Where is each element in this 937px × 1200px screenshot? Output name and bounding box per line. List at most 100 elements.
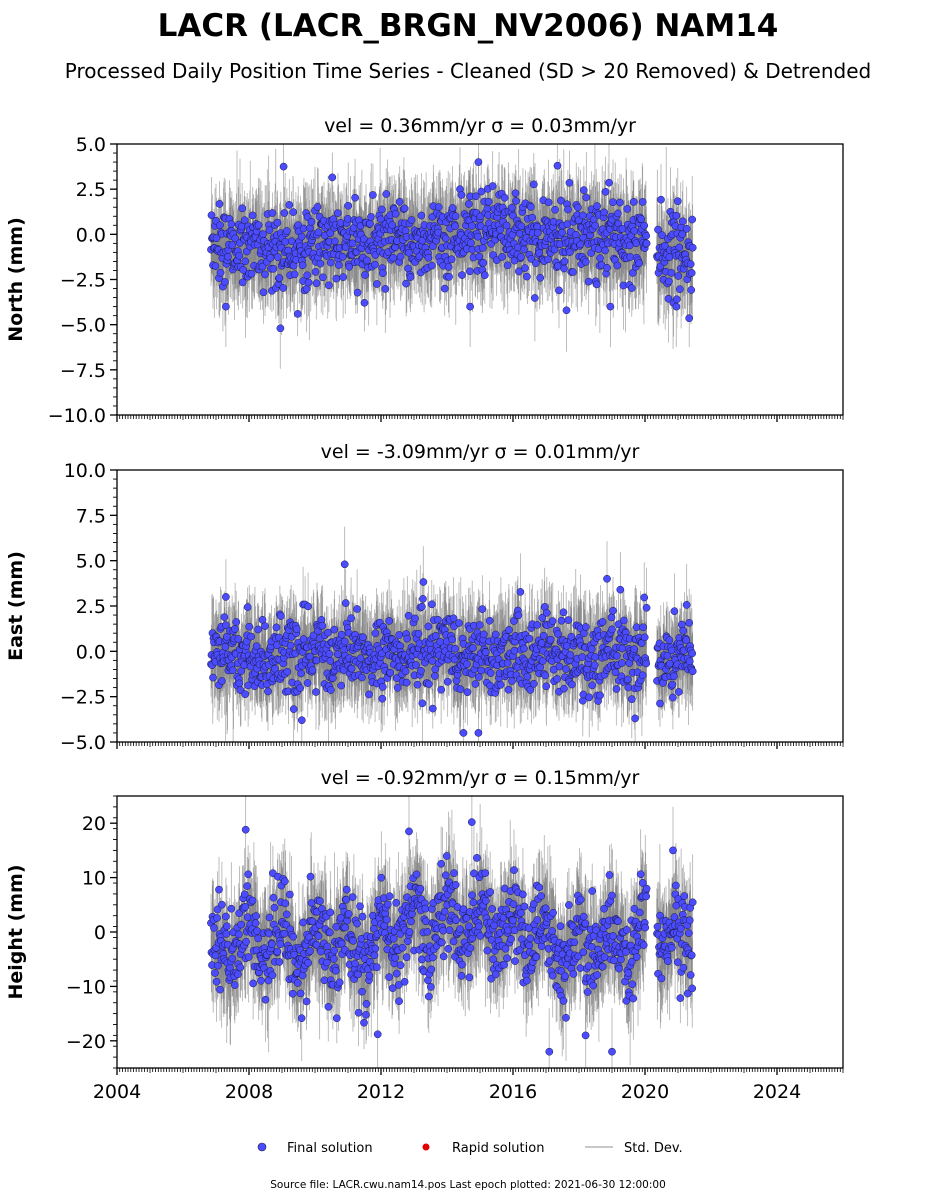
data-point [377, 873, 386, 882]
data-point [213, 905, 222, 914]
data-point [642, 892, 651, 901]
data-point [608, 625, 616, 634]
data-point [433, 615, 442, 624]
data-point [405, 928, 414, 936]
data-point [491, 630, 500, 639]
data-point [508, 203, 516, 212]
data-point [235, 251, 244, 260]
data-point [389, 253, 398, 262]
data-point [223, 922, 231, 931]
panel-1-points [207, 158, 697, 333]
data-point [328, 173, 337, 182]
data-point [275, 274, 284, 282]
data-point [264, 976, 273, 985]
data-point [445, 926, 454, 935]
data-point [500, 193, 509, 202]
data-point [498, 253, 506, 261]
data-point [258, 262, 267, 271]
data-point [383, 900, 392, 909]
data-point [600, 208, 608, 217]
data-point [639, 623, 648, 632]
data-point [344, 910, 353, 918]
data-point [243, 913, 252, 922]
data-point [526, 686, 535, 694]
data-point [546, 635, 555, 644]
data-point [416, 884, 425, 893]
data-point [292, 625, 301, 634]
data-point [451, 644, 459, 653]
data-point [556, 922, 565, 931]
data-point [478, 244, 487, 252]
x-minor-ticks [116, 415, 844, 420]
data-point [299, 635, 308, 643]
data-point [525, 941, 534, 950]
data-point [517, 222, 526, 231]
data-point [254, 934, 262, 943]
panel-1-title: vel = 0.36mm/yr σ = 0.03mm/yr [324, 115, 636, 137]
data-point [668, 943, 676, 952]
data-point [573, 203, 582, 212]
data-point [579, 186, 588, 194]
data-point [412, 661, 420, 669]
data-point [417, 666, 425, 675]
data-point [566, 651, 575, 659]
data-point [325, 928, 334, 937]
data-point [257, 976, 265, 985]
data-point [642, 659, 651, 668]
data-point [340, 560, 349, 569]
data-point [622, 926, 631, 934]
data-point [682, 601, 691, 609]
data-point [590, 661, 599, 669]
data-point [378, 694, 387, 703]
data-point [427, 965, 436, 974]
data-point [477, 666, 486, 675]
data-point [469, 644, 477, 652]
data-point [358, 987, 366, 996]
data-point [688, 898, 697, 907]
data-point [579, 948, 588, 957]
data-point [248, 211, 257, 220]
data-point [679, 626, 688, 635]
legend-final-label: Final solution [287, 1141, 373, 1156]
data-point [237, 920, 246, 929]
data-point [342, 895, 351, 904]
data-point [682, 636, 691, 645]
data-point [627, 695, 636, 704]
data-point [670, 913, 679, 921]
data-point [279, 162, 288, 171]
data-point [583, 988, 592, 996]
data-point [479, 630, 488, 639]
data-point [486, 669, 495, 677]
data-point [612, 685, 621, 693]
y-tick-label: −5.0 [60, 315, 106, 337]
footer-source: Source file: LACR.cwu.nam14.pos Last epo… [270, 1179, 666, 1191]
data-point [638, 198, 647, 206]
data-point [353, 605, 361, 613]
data-point [326, 229, 335, 238]
data-point [676, 994, 685, 1002]
data-point [241, 903, 250, 911]
data-point [341, 599, 350, 607]
data-point [451, 881, 460, 889]
data-point [447, 255, 456, 264]
data-point [341, 923, 350, 932]
data-point [334, 261, 343, 269]
data-point [269, 893, 278, 902]
data-point [656, 699, 664, 708]
data-point [503, 261, 512, 270]
data-point [500, 960, 508, 969]
data-point [481, 869, 490, 877]
data-point [663, 651, 672, 660]
data-point [678, 230, 687, 239]
data-point [449, 937, 458, 946]
data-point [576, 240, 585, 249]
data-point [254, 625, 262, 634]
data-point [297, 669, 305, 678]
data-point [642, 231, 651, 240]
data-point [539, 631, 548, 640]
data-point [581, 1031, 590, 1040]
y-tick-label: 2.5 [76, 596, 106, 618]
data-point [319, 273, 327, 282]
data-point [553, 675, 561, 683]
data-point [479, 258, 488, 267]
